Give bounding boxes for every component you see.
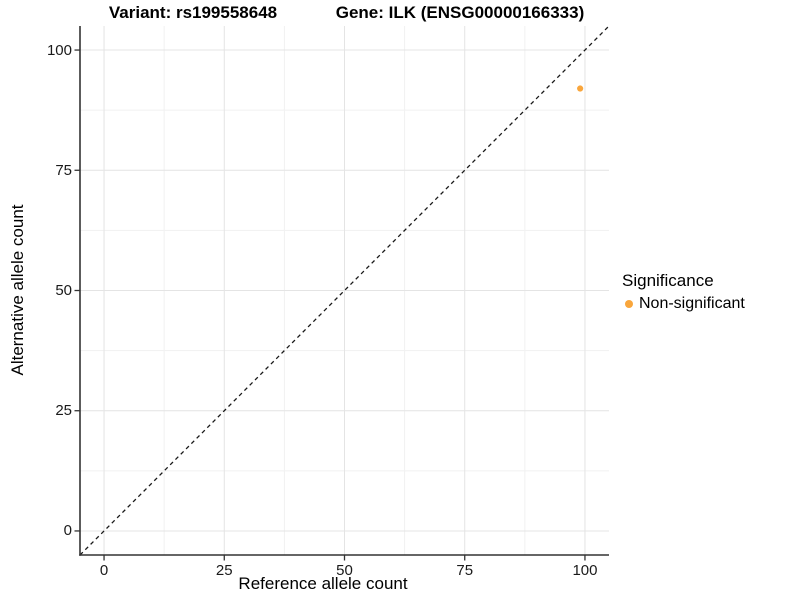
data-point — [577, 85, 584, 92]
y-tick-label: 100 — [46, 41, 72, 59]
y-tick-label: 75 — [55, 161, 72, 179]
x-tick-label: 100 — [572, 562, 598, 579]
y-tick-label: 25 — [55, 402, 72, 420]
plot-title-variant: Variant: rs199558648 — [108, 3, 278, 22]
legend-title: Significance — [622, 271, 714, 290]
legend-item-label: Non-significant — [639, 295, 745, 312]
x-tick-label: 25 — [215, 562, 233, 579]
x-tick-label: 0 — [99, 562, 109, 579]
legend-point-icon — [625, 299, 633, 308]
plot-title-gene: Gene: ILK (ENSG00000166333) — [335, 3, 585, 22]
x-tick-label: 75 — [456, 562, 474, 579]
legend: Significance Non-significant — [622, 271, 794, 313]
y-axis-title: Alternative allele count — [8, 204, 27, 376]
x-axis-title: Reference allele count — [238, 574, 408, 593]
y-tick-label: 0 — [63, 522, 72, 540]
y-tick-label: 50 — [55, 282, 72, 299]
identity-dashed-line — [79, 25, 610, 556]
x-tick-label: 50 — [336, 562, 353, 579]
legend-item-non-significant: Non-significant — [622, 294, 794, 313]
